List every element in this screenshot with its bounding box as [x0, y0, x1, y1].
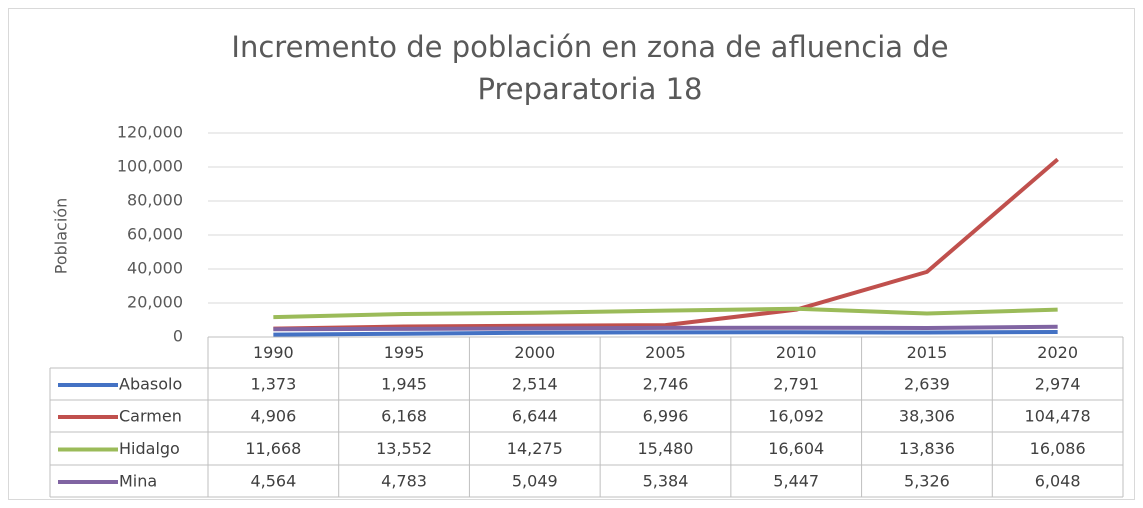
- table-cell: 6,168: [381, 407, 427, 426]
- series-line: [273, 324, 1058, 332]
- series-line: [273, 157, 1059, 331]
- chart-title: Incremento de población en zona de aflue…: [231, 30, 949, 106]
- table-cell: 16,604: [768, 439, 824, 458]
- table-cell: 5,447: [773, 472, 819, 491]
- table-cell: 104,478: [1025, 407, 1091, 426]
- y-tick-label: 100,000: [117, 157, 183, 176]
- table-cell: 6,644: [512, 407, 558, 426]
- table-cell: 16,092: [768, 407, 824, 426]
- table-cell: 2,746: [643, 375, 689, 394]
- y-tick-label: 40,000: [127, 259, 183, 278]
- legend-label: Carmen: [119, 407, 182, 426]
- table-cell: 6,048: [1035, 472, 1081, 491]
- y-tick-label: 20,000: [127, 293, 183, 312]
- y-tick-label: 0: [173, 327, 183, 346]
- table-cell: 13,552: [376, 439, 432, 458]
- table-cell: 5,326: [904, 472, 950, 491]
- table-cell: 5,384: [643, 472, 689, 491]
- table-cell: 1,945: [381, 375, 427, 394]
- x-tick-label: 2000: [514, 343, 555, 362]
- legend-label: Abasolo: [119, 375, 182, 394]
- x-tick-label: 2015: [907, 343, 948, 362]
- x-tick-label: 1995: [384, 343, 425, 362]
- y-tick-label: 60,000: [127, 225, 183, 244]
- table-cell: 1,373: [250, 375, 296, 394]
- table-cell: 13,836: [899, 439, 955, 458]
- x-tick-label: 2020: [1037, 343, 1078, 362]
- series-line: [273, 306, 1058, 320]
- table-cell: 5,049: [512, 472, 558, 491]
- series-line: [273, 329, 1058, 337]
- table-cell: 2,639: [904, 375, 950, 394]
- legend-label: Hidalgo: [119, 439, 180, 458]
- y-tick-label: 80,000: [127, 191, 183, 210]
- x-tick-label: 1990: [253, 343, 294, 362]
- table-cell: 4,783: [381, 472, 427, 491]
- table-cell: 2,514: [512, 375, 558, 394]
- table-cell: 16,086: [1030, 439, 1086, 458]
- y-axis-title: Población: [52, 198, 71, 274]
- table-cell: 2,791: [773, 375, 819, 394]
- table-cell: 4,906: [250, 407, 296, 426]
- table-cell: 11,668: [245, 439, 301, 458]
- table-cell: 4,564: [250, 472, 296, 491]
- table-cell: 6,996: [643, 407, 689, 426]
- table-cell: 2,974: [1035, 375, 1081, 394]
- chart-border: [8, 8, 1135, 500]
- x-tick-label: 2005: [645, 343, 686, 362]
- table-cell: 14,275: [507, 439, 563, 458]
- table-cell: 15,480: [638, 439, 694, 458]
- y-tick-label: 120,000: [117, 123, 183, 142]
- legend-label: Mina: [119, 472, 157, 491]
- table-cell: 38,306: [899, 407, 955, 426]
- x-tick-label: 2010: [776, 343, 817, 362]
